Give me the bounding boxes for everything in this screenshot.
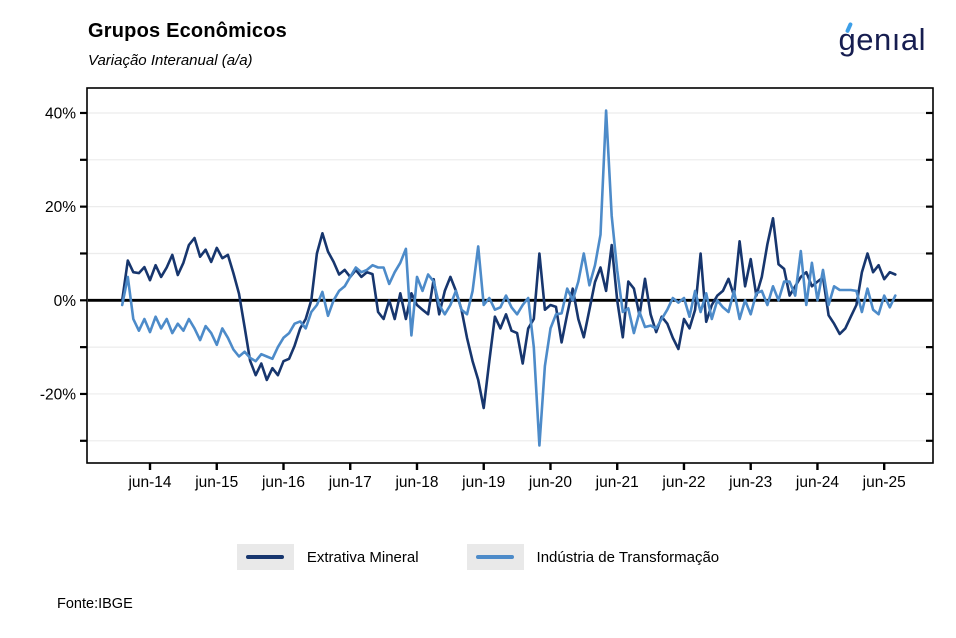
x-tick-label: jun-21 [595, 474, 639, 491]
legend-item-extrativa-mineral: Extrativa Mineral [236, 544, 419, 570]
logo-text: genıal [838, 22, 926, 57]
y-tick-label: 20% [45, 199, 76, 216]
plot-border [86, 87, 934, 464]
y-tick-label: -20% [40, 386, 76, 403]
x-tick-label: jun-20 [528, 474, 572, 491]
legend-item-industria-de-transformacao: Indústria de Transformação [466, 544, 720, 570]
logo-inner: genıal [838, 21, 926, 58]
x-tick-label: jun-18 [394, 474, 438, 491]
x-tick-label: jun-14 [127, 474, 171, 491]
legend-line-swatch-blue [476, 555, 515, 559]
chart-legend: Extrativa Mineral Indústria de Transform… [0, 544, 956, 570]
genial-logo: genıal [838, 21, 926, 58]
y-tick-label: 0% [54, 293, 77, 310]
x-tick-label: jun-16 [261, 474, 305, 491]
x-tick-label: jun-22 [661, 474, 705, 491]
x-tick-label: jun-24 [795, 474, 839, 491]
line-chart-svg: 40% 20% 0% -20% jun-14 jun-15 jun-16 jun-17 jun-… [40, 87, 934, 491]
legend-label: Extrativa Mineral [306, 548, 419, 566]
page-title: Grupos Econômicos [88, 20, 287, 42]
x-tick-label: jun-17 [328, 474, 372, 491]
x-tick-label: jun-23 [728, 474, 772, 491]
series-line-extrativa-mineral [120, 217, 897, 410]
source-note: Fonte:IBGE [57, 596, 133, 612]
legend-key-box [466, 544, 524, 570]
x-tick-label: jun-19 [461, 474, 505, 491]
legend-key-box [236, 544, 294, 570]
legend-label: Indústria de Transformação [536, 548, 720, 566]
series-line-industria-de-transformacao [120, 109, 897, 447]
x-tick-label: jun-15 [194, 474, 238, 491]
x-tick-label: jun-25 [862, 474, 906, 491]
page-subtitle: Variação Interanual (a/a) [88, 52, 253, 69]
y-tick-label: 40% [45, 105, 76, 122]
legend-line-swatch-navy [246, 555, 285, 559]
